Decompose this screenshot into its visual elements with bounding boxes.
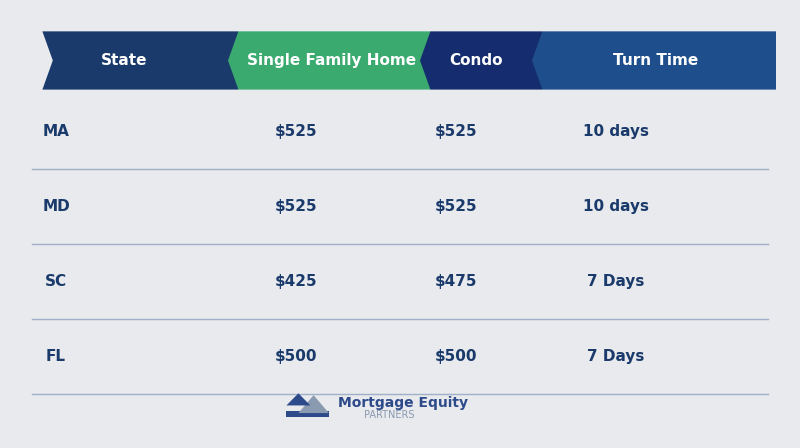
- Text: 7 Days: 7 Days: [587, 349, 645, 364]
- Text: 10 days: 10 days: [583, 199, 649, 214]
- Text: $525: $525: [274, 199, 318, 214]
- Text: Turn Time: Turn Time: [614, 53, 698, 68]
- Text: $425: $425: [274, 274, 318, 289]
- Text: MD: MD: [42, 199, 70, 214]
- Polygon shape: [298, 395, 329, 413]
- Text: MA: MA: [42, 124, 70, 139]
- Bar: [286, 411, 329, 417]
- Text: $525: $525: [274, 124, 318, 139]
- Text: Mortgage Equity: Mortgage Equity: [338, 396, 467, 410]
- Polygon shape: [42, 31, 249, 90]
- Text: $525: $525: [434, 124, 478, 139]
- Polygon shape: [286, 393, 310, 405]
- Text: FL: FL: [46, 349, 66, 364]
- Text: PARTNERS: PARTNERS: [364, 410, 414, 420]
- Polygon shape: [228, 31, 441, 90]
- Text: $500: $500: [434, 349, 478, 364]
- Polygon shape: [532, 31, 776, 90]
- Text: $475: $475: [434, 274, 478, 289]
- Polygon shape: [420, 31, 553, 90]
- Text: SC: SC: [45, 274, 67, 289]
- Text: 10 days: 10 days: [583, 124, 649, 139]
- Text: Condo: Condo: [450, 53, 502, 68]
- Text: $525: $525: [434, 199, 478, 214]
- Text: Single Family Home: Single Family Home: [247, 53, 417, 68]
- Text: $500: $500: [274, 349, 318, 364]
- Text: 7 Days: 7 Days: [587, 274, 645, 289]
- Text: State: State: [101, 53, 147, 68]
